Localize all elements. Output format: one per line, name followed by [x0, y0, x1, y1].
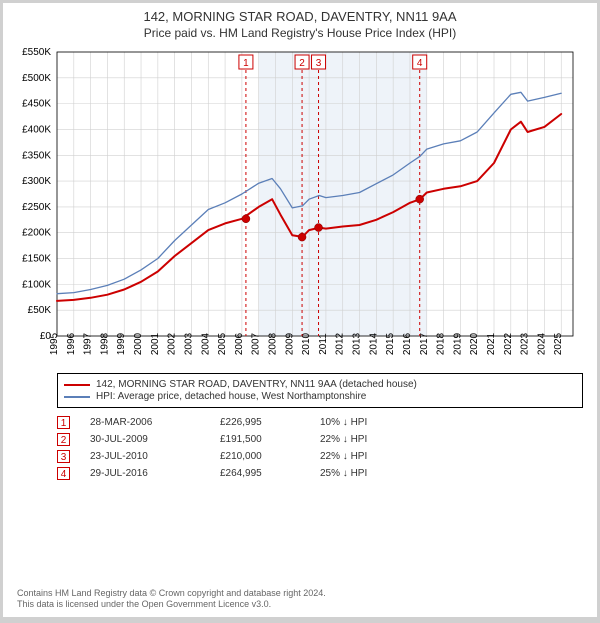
svg-text:£250K: £250K	[22, 202, 51, 213]
legend-swatch	[64, 396, 90, 398]
footer-line-1: Contains HM Land Registry data © Crown c…	[17, 588, 583, 600]
sale-date: 29-JUL-2016	[90, 468, 220, 479]
legend-item: 142, MORNING STAR ROAD, DAVENTRY, NN11 9…	[64, 379, 576, 390]
sale-row: 3 23-JUL-2010£210,00022% ↓ HPI	[57, 450, 583, 463]
sale-row: 2 30-JUL-2009£191,50022% ↓ HPI	[57, 433, 583, 446]
legend-label: HPI: Average price, detached house, West…	[96, 391, 366, 402]
svg-text:£300K: £300K	[22, 176, 51, 187]
sale-row: 4 29-JUL-2016£264,99525% ↓ HPI	[57, 467, 583, 480]
sale-diff: 10% ↓ HPI	[320, 417, 430, 428]
sale-price: £226,995	[220, 417, 320, 428]
chart-title: 142, MORNING STAR ROAD, DAVENTRY, NN11 9…	[3, 9, 597, 24]
sale-marker: 4	[57, 467, 70, 480]
legend: 142, MORNING STAR ROAD, DAVENTRY, NN11 9…	[57, 373, 583, 408]
sale-row: 1 28-MAR-2006£226,99510% ↓ HPI	[57, 416, 583, 429]
legend-label: 142, MORNING STAR ROAD, DAVENTRY, NN11 9…	[96, 379, 417, 390]
sale-date: 23-JUL-2010	[90, 451, 220, 462]
sale-price: £191,500	[220, 434, 320, 445]
svg-text:4: 4	[417, 58, 423, 69]
sale-diff: 22% ↓ HPI	[320, 451, 430, 462]
footer-line-2: This data is licensed under the Open Gov…	[17, 599, 583, 611]
svg-text:£450K: £450K	[22, 99, 51, 110]
sale-diff: 22% ↓ HPI	[320, 434, 430, 445]
chart-subtitle: Price paid vs. HM Land Registry's House …	[3, 26, 597, 40]
svg-text:£50K: £50K	[28, 305, 52, 316]
sale-marker: 3	[57, 450, 70, 463]
svg-text:2: 2	[299, 58, 305, 69]
sale-price: £264,995	[220, 468, 320, 479]
sale-price: £210,000	[220, 451, 320, 462]
attribution: Contains HM Land Registry data © Crown c…	[17, 588, 583, 611]
chart-canvas: £0£50K£100K£150K£200K£250K£300K£350K£400…	[13, 48, 583, 363]
sale-marker: 2	[57, 433, 70, 446]
svg-text:1: 1	[243, 58, 249, 69]
svg-text:£100K: £100K	[22, 279, 51, 290]
svg-text:£500K: £500K	[22, 73, 51, 84]
svg-text:£400K: £400K	[22, 124, 51, 135]
sales-table: 1 28-MAR-2006£226,99510% ↓ HPI 2 30-JUL-200…	[57, 416, 583, 480]
sale-date: 28-MAR-2006	[90, 417, 220, 428]
svg-text:£150K: £150K	[22, 254, 51, 265]
svg-text:£550K: £550K	[22, 48, 51, 58]
sale-date: 30-JUL-2009	[90, 434, 220, 445]
svg-text:£350K: £350K	[22, 150, 51, 161]
legend-item: HPI: Average price, detached house, West…	[64, 391, 576, 402]
price-chart: £0£50K£100K£150K£200K£250K£300K£350K£400…	[13, 48, 587, 363]
svg-text:3: 3	[316, 58, 322, 69]
svg-text:£200K: £200K	[22, 228, 51, 239]
sale-marker: 1	[57, 416, 70, 429]
sale-diff: 25% ↓ HPI	[320, 468, 430, 479]
legend-swatch	[64, 384, 90, 386]
